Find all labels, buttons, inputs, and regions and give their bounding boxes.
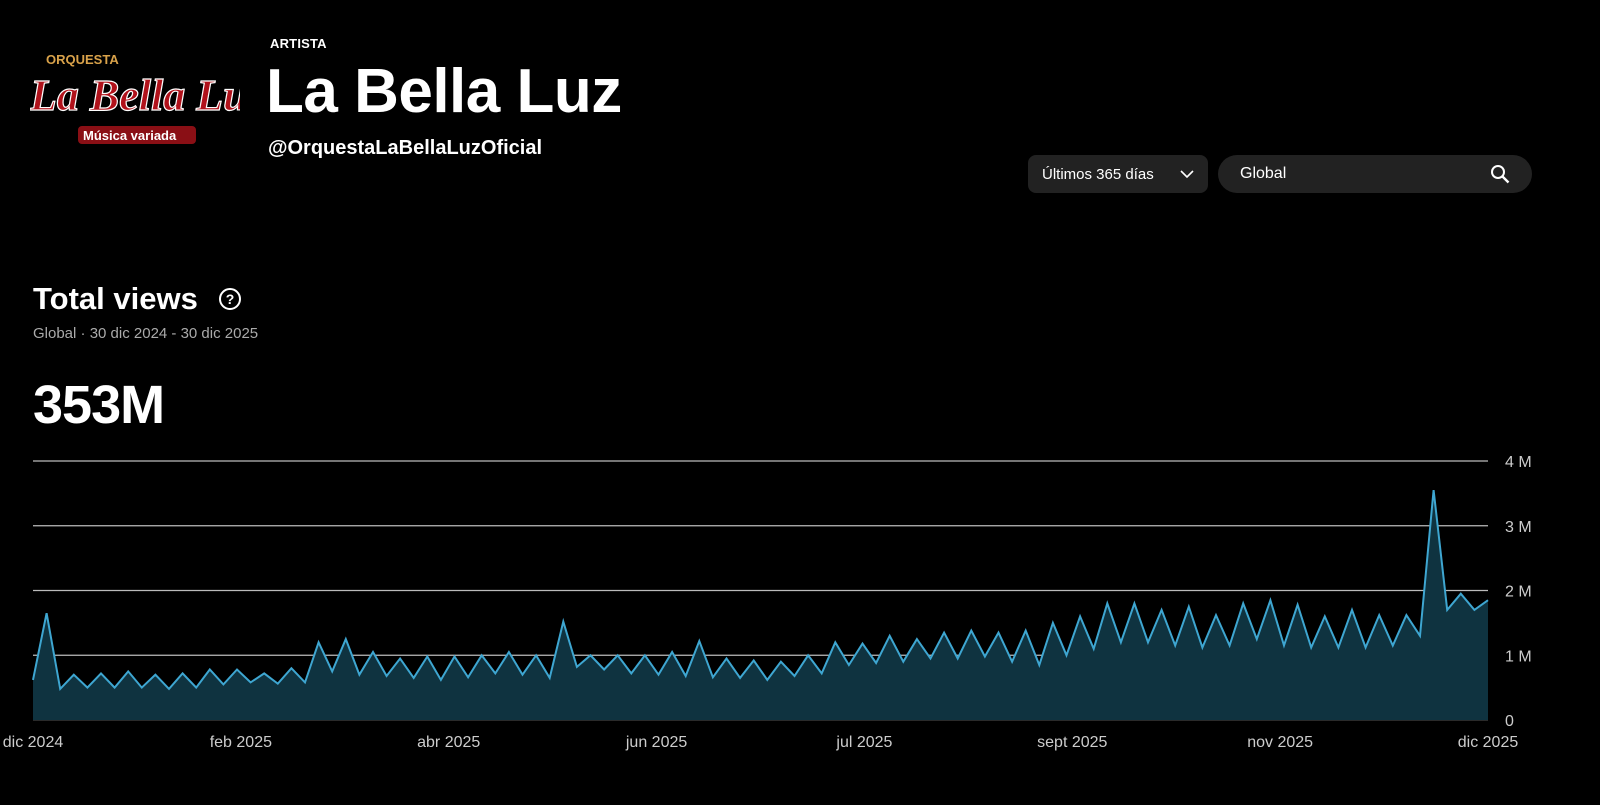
views-chart: dic 2024 feb 2025 abr 2025 jun 2025 jul 2025… (3, 454, 1532, 751)
section-title: Total views (33, 281, 198, 316)
section-subtitle: Global · 30 dic 2024 - 30 dic 2025 (33, 325, 259, 342)
artist-label: ARTISTA (270, 36, 327, 51)
y-tick-label: 4 M (1505, 454, 1532, 471)
x-tick-label: feb 2025 (210, 734, 272, 751)
region-search-input[interactable]: Global (1218, 155, 1532, 193)
y-tick-label: 1 M (1505, 648, 1532, 665)
region-value: Global (1240, 165, 1287, 182)
y-tick-label: 3 M (1505, 519, 1532, 536)
logo-text-name: La Bella Luz (30, 71, 240, 120)
x-tick-label: sept 2025 (1037, 734, 1107, 751)
search-icon[interactable] (1490, 164, 1510, 184)
logo-text-tagline: Música variada (83, 128, 177, 143)
chart-area-fill (33, 490, 1488, 720)
chart-series-line (32, 489, 1489, 692)
x-tick-label: abr 2025 (417, 734, 480, 751)
logo-banner (78, 126, 196, 144)
help-icon[interactable]: ? (219, 288, 241, 310)
artist-title: La Bella Luz (266, 57, 622, 126)
date-range-dropdown[interactable]: Últimos 365 días (1028, 155, 1208, 193)
chevron-down-icon (1180, 170, 1194, 179)
y-tick-label: 2 M (1505, 584, 1532, 601)
channel-logo: ORQUESTA La Bella Luz Música variada (30, 52, 240, 144)
x-tick-label: nov 2025 (1247, 734, 1313, 751)
channel-handle[interactable]: @OrquestaLaBellaLuzOficial (268, 137, 543, 159)
x-tick-label: dic 2024 (3, 734, 64, 751)
x-tick-label: jun 2025 (625, 734, 687, 751)
logo-text-orquesta: ORQUESTA (46, 52, 119, 67)
date-range-value: Últimos 365 días (1042, 165, 1154, 183)
y-tick-label: 0 (1505, 713, 1514, 730)
total-views-value: 353M (33, 375, 165, 435)
x-tick-label: jul 2025 (835, 734, 892, 751)
x-tick-label: dic 2025 (1458, 734, 1519, 751)
